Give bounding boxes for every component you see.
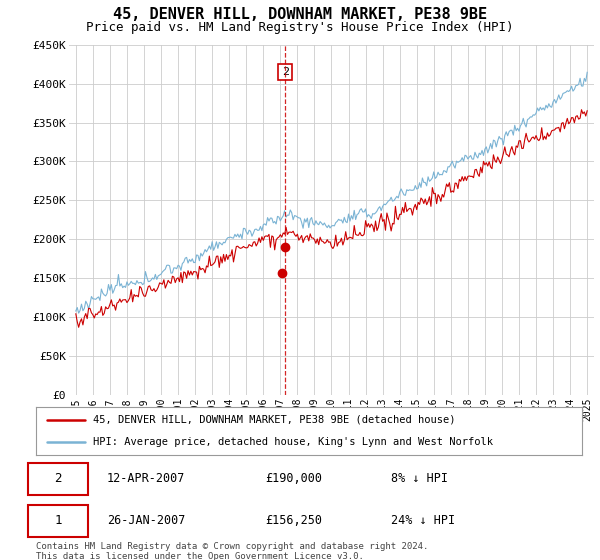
FancyBboxPatch shape — [28, 463, 88, 494]
Text: 12-APR-2007: 12-APR-2007 — [107, 472, 185, 485]
Text: 1: 1 — [54, 514, 62, 527]
Text: 2: 2 — [54, 472, 62, 485]
Text: 2: 2 — [282, 67, 289, 77]
Text: HPI: Average price, detached house, King's Lynn and West Norfolk: HPI: Average price, detached house, King… — [94, 437, 493, 447]
Text: £156,250: £156,250 — [265, 514, 322, 527]
Text: Price paid vs. HM Land Registry's House Price Index (HPI): Price paid vs. HM Land Registry's House … — [86, 21, 514, 34]
FancyBboxPatch shape — [28, 505, 88, 536]
Text: 24% ↓ HPI: 24% ↓ HPI — [391, 514, 455, 527]
Text: £190,000: £190,000 — [265, 472, 322, 485]
Text: 8% ↓ HPI: 8% ↓ HPI — [391, 472, 448, 485]
Text: Contains HM Land Registry data © Crown copyright and database right 2024.
This d: Contains HM Land Registry data © Crown c… — [36, 542, 428, 560]
Text: 26-JAN-2007: 26-JAN-2007 — [107, 514, 185, 527]
Text: 45, DENVER HILL, DOWNHAM MARKET, PE38 9BE: 45, DENVER HILL, DOWNHAM MARKET, PE38 9B… — [113, 7, 487, 22]
Text: 45, DENVER HILL, DOWNHAM MARKET, PE38 9BE (detached house): 45, DENVER HILL, DOWNHAM MARKET, PE38 9B… — [94, 415, 456, 425]
